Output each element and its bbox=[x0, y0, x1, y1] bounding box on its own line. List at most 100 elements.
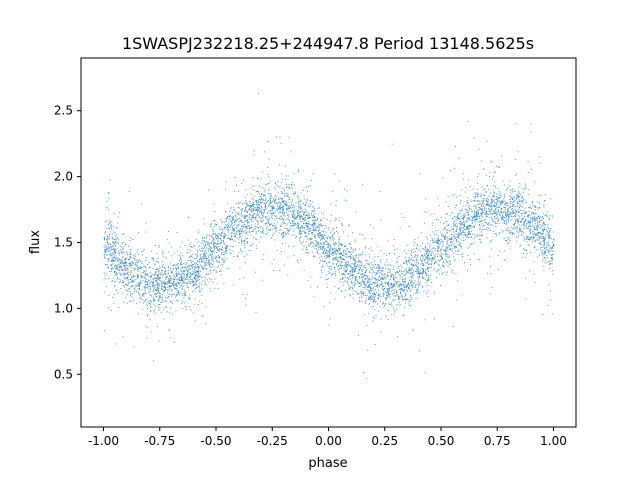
data-point bbox=[362, 273, 363, 275]
data-point bbox=[254, 209, 256, 211]
data-point bbox=[162, 264, 164, 266]
data-point bbox=[227, 228, 229, 230]
data-point bbox=[524, 211, 526, 213]
data-point bbox=[322, 238, 324, 240]
data-point bbox=[514, 209, 516, 211]
data-point bbox=[129, 264, 131, 266]
data-point bbox=[543, 270, 545, 272]
data-point bbox=[186, 273, 188, 275]
data-point bbox=[106, 240, 108, 242]
data-point bbox=[200, 250, 202, 252]
data-point bbox=[458, 238, 460, 240]
data-point bbox=[377, 293, 379, 295]
data-point bbox=[540, 195, 542, 196]
data-point bbox=[111, 246, 113, 248]
data-point bbox=[219, 226, 221, 228]
data-point bbox=[216, 246, 218, 248]
data-point bbox=[301, 231, 303, 232]
data-point bbox=[312, 206, 314, 208]
data-point bbox=[328, 324, 330, 326]
data-point bbox=[286, 205, 288, 206]
data-point bbox=[538, 225, 540, 227]
data-point bbox=[300, 192, 302, 194]
data-point bbox=[227, 231, 229, 233]
data-point bbox=[532, 237, 534, 239]
data-point bbox=[549, 231, 551, 233]
data-point bbox=[358, 297, 360, 299]
data-point bbox=[504, 196, 505, 198]
data-point bbox=[483, 205, 485, 207]
data-point bbox=[338, 180, 340, 182]
data-point bbox=[302, 189, 304, 191]
data-point bbox=[131, 265, 133, 267]
data-point bbox=[279, 205, 281, 207]
data-point bbox=[257, 223, 259, 225]
data-point bbox=[508, 238, 510, 240]
data-point bbox=[418, 268, 420, 270]
data-point bbox=[411, 256, 413, 258]
data-point bbox=[204, 258, 206, 260]
data-point bbox=[272, 218, 273, 220]
data-point bbox=[163, 301, 165, 303]
data-point bbox=[123, 285, 125, 287]
data-point bbox=[219, 248, 221, 250]
data-point bbox=[516, 203, 518, 205]
data-point bbox=[467, 255, 469, 256]
data-point bbox=[506, 212, 508, 214]
data-point bbox=[319, 246, 321, 247]
data-point bbox=[331, 253, 333, 254]
data-point bbox=[111, 296, 113, 298]
data-point bbox=[507, 219, 509, 221]
data-point bbox=[124, 272, 126, 274]
data-point bbox=[467, 235, 469, 236]
data-point bbox=[279, 229, 281, 231]
data-point bbox=[543, 222, 545, 224]
data-point bbox=[297, 196, 299, 198]
data-point bbox=[312, 241, 314, 243]
data-point bbox=[261, 192, 263, 194]
data-point bbox=[206, 237, 208, 239]
data-point bbox=[385, 281, 386, 283]
data-point bbox=[225, 251, 227, 252]
data-point bbox=[360, 264, 362, 266]
data-point bbox=[268, 215, 270, 217]
data-point bbox=[531, 218, 533, 220]
data-point bbox=[332, 260, 334, 262]
data-point bbox=[377, 289, 379, 291]
data-point bbox=[181, 279, 183, 281]
data-point bbox=[359, 267, 361, 269]
data-point bbox=[509, 180, 511, 182]
data-point bbox=[473, 220, 475, 222]
data-point bbox=[131, 285, 133, 286]
data-point bbox=[196, 274, 198, 276]
data-point bbox=[257, 177, 259, 179]
data-point bbox=[172, 268, 174, 270]
data-point bbox=[182, 281, 184, 283]
data-point bbox=[342, 264, 343, 266]
data-point bbox=[125, 243, 127, 245]
data-point bbox=[425, 258, 427, 260]
data-point bbox=[379, 280, 381, 281]
data-point bbox=[293, 204, 294, 206]
data-point bbox=[410, 272, 412, 274]
data-point bbox=[498, 268, 500, 270]
data-point bbox=[221, 248, 223, 250]
data-point bbox=[109, 222, 111, 224]
data-point bbox=[348, 251, 350, 253]
data-point bbox=[258, 241, 260, 243]
data-point bbox=[265, 199, 267, 201]
data-point bbox=[411, 264, 413, 266]
data-point bbox=[164, 272, 166, 274]
data-point bbox=[514, 205, 516, 207]
data-point bbox=[447, 195, 449, 197]
data-point bbox=[352, 293, 354, 295]
data-point bbox=[482, 189, 484, 191]
data-point bbox=[241, 231, 243, 232]
data-point bbox=[114, 243, 116, 245]
data-point bbox=[477, 204, 479, 206]
data-point bbox=[330, 203, 332, 205]
data-point bbox=[547, 223, 549, 225]
data-point bbox=[515, 240, 517, 242]
data-point bbox=[473, 234, 475, 236]
data-point bbox=[225, 250, 227, 252]
